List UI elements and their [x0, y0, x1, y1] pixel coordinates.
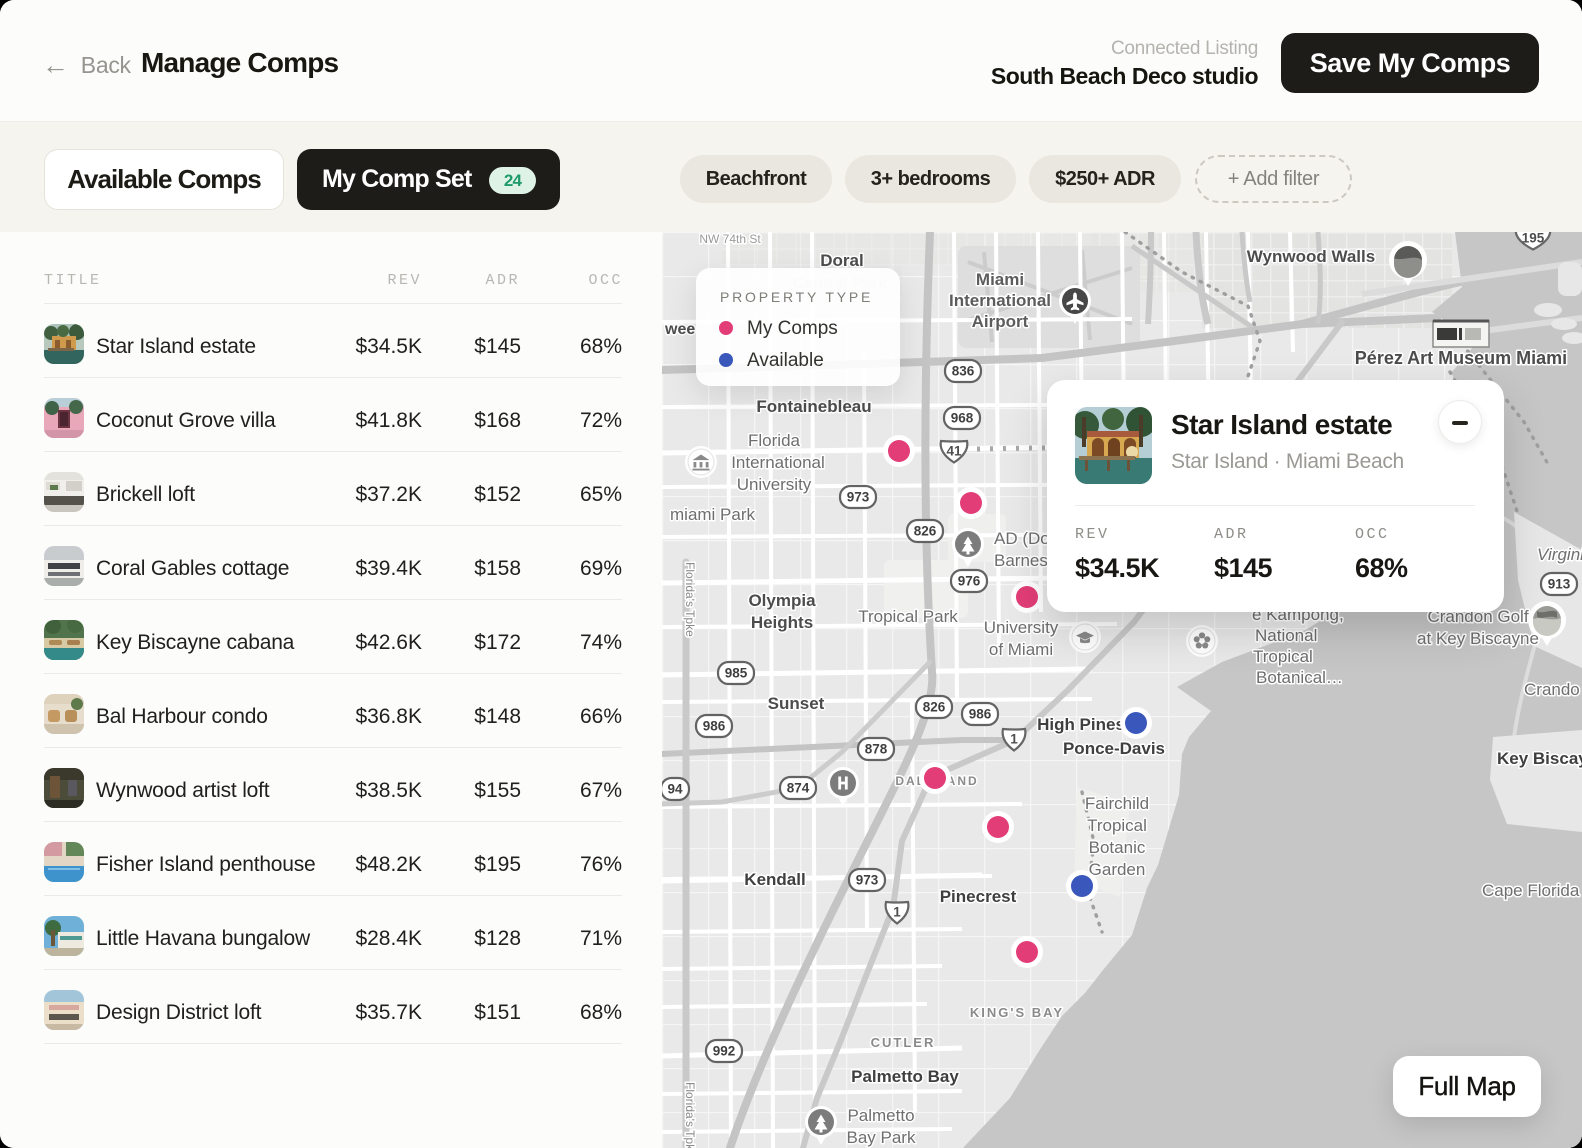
svg-text:Fairchild: Fairchild	[1085, 794, 1149, 813]
svg-text:Airport: Airport	[972, 312, 1029, 331]
svg-text:Miami: Miami	[976, 270, 1024, 289]
svg-text:KING'S BAY: KING'S BAY	[970, 1005, 1064, 1020]
svg-text:Pérez Art Museum Miami: Pérez Art Museum Miami	[1355, 348, 1567, 368]
svg-text:at Key Biscayne: at Key Biscayne	[1417, 629, 1539, 648]
svg-text:National: National	[1255, 626, 1317, 645]
svg-text:913: 913	[1548, 577, 1571, 592]
svg-text:Kendall: Kendall	[744, 870, 805, 889]
svg-text:Sunset: Sunset	[768, 694, 825, 713]
svg-text:Tropical Park: Tropical Park	[858, 607, 958, 626]
svg-text:973: 973	[847, 490, 870, 505]
svg-text:836: 836	[952, 364, 975, 379]
svg-text:High Pines: High Pines	[1037, 715, 1125, 734]
svg-text:Cape Florida: Cape Florida	[1482, 881, 1580, 900]
svg-text:miami Park: miami Park	[670, 505, 756, 524]
svg-text:992: 992	[713, 1044, 736, 1059]
svg-text:Botanical…: Botanical…	[1256, 668, 1343, 687]
svg-text:Ponce-Davis: Ponce-Davis	[1063, 739, 1165, 758]
svg-text:Fontainebleau: Fontainebleau	[756, 397, 871, 416]
svg-text:Barnes: Barnes	[994, 551, 1048, 570]
svg-text:University: University	[984, 618, 1059, 637]
svg-text:Palmetto: Palmetto	[847, 1106, 914, 1125]
svg-text:Olympia: Olympia	[748, 591, 816, 610]
svg-text:195: 195	[1522, 232, 1545, 246]
svg-text:1: 1	[1010, 732, 1018, 747]
svg-text:Tropical: Tropical	[1087, 816, 1147, 835]
svg-text:973: 973	[856, 873, 879, 888]
svg-text:Pinecrest: Pinecrest	[940, 887, 1017, 906]
svg-text:Key Biscay: Key Biscay	[1497, 749, 1582, 768]
svg-text:Garden: Garden	[1089, 860, 1146, 879]
svg-text:International: International	[731, 453, 825, 472]
svg-text:94: 94	[667, 782, 683, 797]
svg-text:CUTLER: CUTLER	[871, 1035, 936, 1050]
svg-text:826: 826	[923, 700, 946, 715]
svg-text:826: 826	[914, 524, 937, 539]
svg-text:Florida: Florida	[748, 431, 801, 450]
svg-text:Heights: Heights	[751, 613, 813, 632]
svg-text:Doral: Doral	[820, 251, 863, 270]
svg-text:Wynwood Walls: Wynwood Walls	[1247, 247, 1375, 266]
svg-text:Tropical: Tropical	[1253, 647, 1313, 666]
svg-text:968: 968	[951, 411, 974, 426]
svg-text:Botanic: Botanic	[1089, 838, 1146, 857]
svg-text:Florida's Tpke: Florida's Tpke	[683, 1082, 697, 1148]
svg-text:AD (Do: AD (Do	[994, 529, 1050, 548]
svg-text:NW 74th St: NW 74th St	[699, 232, 761, 246]
svg-text:41: 41	[946, 444, 962, 459]
svg-text:of Miami: of Miami	[989, 640, 1053, 659]
svg-text:986: 986	[969, 707, 992, 722]
svg-text:Bay Park: Bay Park	[847, 1128, 916, 1147]
svg-text:Palmetto Bay: Palmetto Bay	[851, 1067, 959, 1086]
svg-text:Virgini: Virgini	[1537, 545, 1582, 564]
svg-text:wee: wee	[664, 321, 695, 338]
svg-text:University: University	[737, 475, 812, 494]
svg-text:976: 976	[958, 574, 981, 589]
svg-text:Crando: Crando	[1524, 680, 1580, 699]
svg-text:878: 878	[865, 742, 888, 757]
svg-text:1: 1	[893, 905, 901, 920]
svg-text:International: International	[949, 291, 1051, 310]
svg-text:Florida's Tpke: Florida's Tpke	[683, 562, 697, 637]
svg-text:874: 874	[787, 781, 810, 796]
svg-text:985: 985	[725, 666, 748, 681]
svg-text:986: 986	[703, 719, 726, 734]
